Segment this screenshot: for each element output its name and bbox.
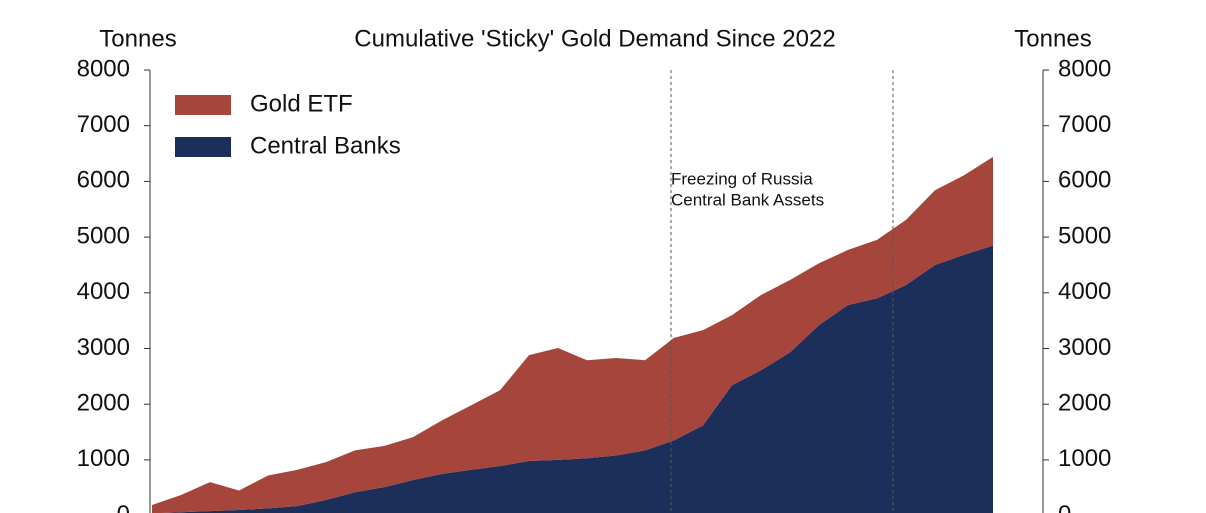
y-tick-label: 2000 — [77, 390, 130, 417]
y-tick-label: 5000 — [77, 222, 130, 249]
y-tick-label: 3000 — [77, 334, 130, 361]
y2-tick-label: 6000 — [1058, 167, 1111, 194]
y2-tick-label: 3000 — [1058, 334, 1111, 361]
y-tick-label: 1000 — [77, 445, 130, 472]
area — [152, 156, 993, 513]
y-tick-label: 8000 — [77, 55, 130, 82]
area — [161, 245, 993, 513]
y-tick-label: 6000 — [77, 167, 130, 194]
annotation: Freezing of Russia — [671, 169, 813, 188]
y2-tick-label: 5000 — [1058, 222, 1111, 249]
legend-label: Gold ETF — [250, 90, 353, 117]
legend-swatch — [175, 137, 231, 157]
legend-swatch — [175, 95, 231, 115]
y2-tick-label: 2000 — [1058, 390, 1111, 417]
y-tick-label: 7000 — [77, 111, 130, 138]
annotation: Central Bank Assets — [671, 190, 824, 209]
y2-tick-label: 4000 — [1058, 278, 1111, 305]
y2-tick-label: 8000 — [1058, 55, 1111, 82]
y2-tick-label: 0 — [1058, 501, 1071, 513]
y2-tick-label: 1000 — [1058, 445, 1111, 472]
y-axis-label: Tonnes — [99, 25, 176, 52]
y2-tick-label: 7000 — [1058, 111, 1111, 138]
y-tick-label: 0 — [117, 501, 130, 513]
legend-label: Central Banks — [250, 132, 401, 159]
chart-title: Cumulative 'Sticky' Gold Demand Since 20… — [354, 25, 835, 52]
y2-axis-label: Tonnes — [1014, 25, 1091, 52]
y-tick-label: 4000 — [77, 278, 130, 305]
